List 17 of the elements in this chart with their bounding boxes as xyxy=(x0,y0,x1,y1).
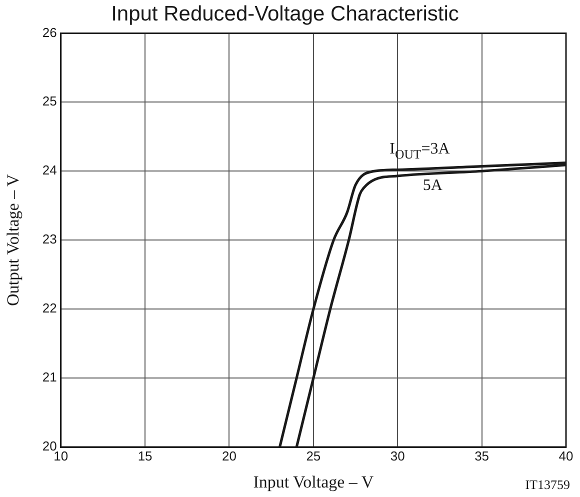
series-label: 5A xyxy=(422,176,443,194)
chart-title: Input Reduced-Voltage Characteristic xyxy=(111,2,459,26)
x-tick-label: 20 xyxy=(222,448,236,464)
y-tick-label: 25 xyxy=(42,94,57,109)
x-tick-label: 25 xyxy=(306,448,321,464)
x-tick-label: 15 xyxy=(138,448,152,464)
y-tick-label: 24 xyxy=(42,162,57,178)
y-axis-title: Output Voltage – V xyxy=(4,174,23,306)
x-tick-label: 35 xyxy=(474,448,490,464)
x-tick-label: 40 xyxy=(558,448,574,464)
x-tick-label: 30 xyxy=(390,448,405,464)
x-axis-title: Input Voltage – V xyxy=(253,472,374,492)
y-tick-label: 21 xyxy=(42,370,57,385)
y-tick-label: 22 xyxy=(42,300,57,316)
y-tick-label: 23 xyxy=(42,232,57,247)
text: IT13759 xyxy=(525,477,570,492)
y-tick-label: 26 xyxy=(42,24,57,40)
